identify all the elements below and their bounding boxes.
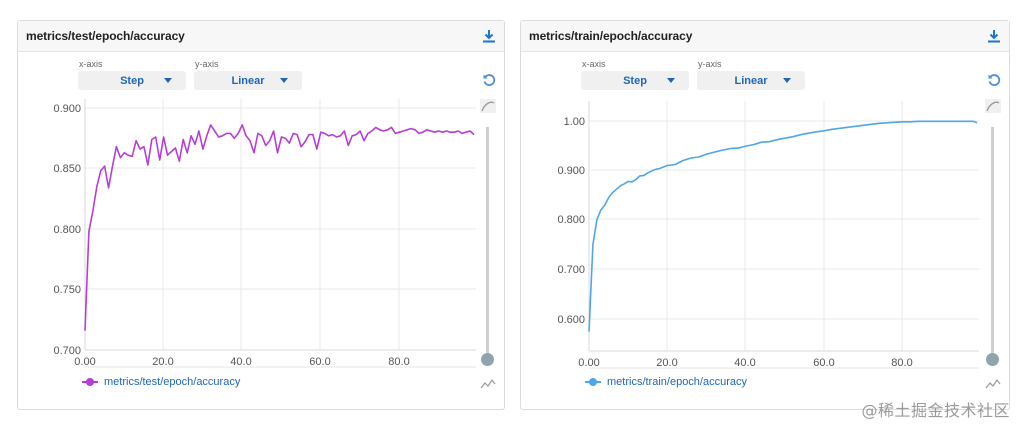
y-axis-value: Linear xyxy=(231,74,265,87)
svg-text:1.00: 1.00 xyxy=(564,116,585,128)
caret-down-icon xyxy=(164,78,172,83)
x-axis-control: x-axis Step xyxy=(78,59,186,90)
download-icon[interactable] xyxy=(987,29,1001,43)
svg-text:0.00: 0.00 xyxy=(74,356,95,368)
card-title: metrics/train/epoch/accuracy xyxy=(529,29,693,43)
chart-card-test-accuracy: metrics/test/epoch/accuracy x-axis Step … xyxy=(17,20,505,410)
svg-text:40.0: 40.0 xyxy=(734,357,755,369)
smoothing-slider-knob[interactable] xyxy=(986,353,999,366)
x-ticks: 0.00 20.0 40.0 60.0 80.0 xyxy=(74,356,409,368)
y-ticks: 1.00 0.900 0.800 0.700 0.600 xyxy=(557,116,585,326)
reset-zoom-icon[interactable] xyxy=(482,73,496,87)
caret-down-icon xyxy=(280,78,288,83)
svg-text:0.00: 0.00 xyxy=(578,357,599,369)
download-icon[interactable] xyxy=(482,29,496,43)
card-header: metrics/train/epoch/accuracy xyxy=(521,21,1009,52)
caret-down-icon xyxy=(783,78,791,83)
axis-controls: x-axis Step y-axis Linear xyxy=(581,59,805,90)
svg-text:0.900: 0.900 xyxy=(53,103,81,115)
smoothing-icon[interactable] xyxy=(480,99,496,113)
x-axis-select[interactable]: Step xyxy=(78,71,186,90)
y-axis-control: y-axis Linear xyxy=(194,59,302,90)
svg-text:0.700: 0.700 xyxy=(53,345,81,357)
svg-text:0.750: 0.750 xyxy=(53,284,81,296)
svg-text:80.0: 80.0 xyxy=(891,357,912,369)
line-chart-icon[interactable] xyxy=(985,377,1001,389)
svg-text:0.850: 0.850 xyxy=(53,163,81,175)
plot-area[interactable]: 1.00 0.900 0.800 0.700 0.600 0.00 20.0 4… xyxy=(521,21,1011,381)
svg-text:0.600: 0.600 xyxy=(557,314,585,326)
svg-text:80.0: 80.0 xyxy=(388,356,409,368)
x-axis-value: Step xyxy=(623,74,647,87)
svg-text:0.900: 0.900 xyxy=(557,165,585,177)
svg-text:0.800: 0.800 xyxy=(53,224,81,236)
card-header: metrics/test/epoch/accuracy xyxy=(18,21,504,52)
caret-down-icon xyxy=(667,78,675,83)
svg-text:60.0: 60.0 xyxy=(813,357,834,369)
legend: metrics/train/epoch/accuracy xyxy=(585,376,747,388)
svg-text:20.0: 20.0 xyxy=(656,357,677,369)
x-axis-control: x-axis Step xyxy=(581,59,689,90)
x-axis-label: x-axis xyxy=(79,59,103,69)
legend-marker-icon xyxy=(82,378,98,386)
x-ticks: 0.00 20.0 40.0 60.0 80.0 xyxy=(578,357,912,369)
y-axis-label: y-axis xyxy=(195,59,219,69)
y-axis-control: y-axis Linear xyxy=(697,59,805,90)
plot-area[interactable]: 0.900 0.850 0.800 0.750 0.700 0.00 20.0 … xyxy=(18,21,506,381)
y-axis-select[interactable]: Linear xyxy=(194,71,302,90)
watermark: @稀土掘金技术社区 xyxy=(861,401,1010,420)
reset-zoom-icon[interactable] xyxy=(987,73,1001,87)
svg-text:20.0: 20.0 xyxy=(152,356,173,368)
line-chart-icon[interactable] xyxy=(480,377,496,389)
y-ticks: 0.900 0.850 0.800 0.750 0.700 xyxy=(53,103,81,357)
legend-label[interactable]: metrics/test/epoch/accuracy xyxy=(104,376,241,388)
smoothing-icon[interactable] xyxy=(985,99,1001,113)
svg-text:0.700: 0.700 xyxy=(557,264,585,276)
smoothing-slider-track[interactable] xyxy=(991,127,994,362)
legend: metrics/test/epoch/accuracy xyxy=(82,376,241,388)
series-line-train xyxy=(588,120,978,332)
svg-text:40.0: 40.0 xyxy=(230,356,251,368)
legend-label[interactable]: metrics/train/epoch/accuracy xyxy=(607,376,747,388)
smoothing-slider-knob[interactable] xyxy=(481,353,494,366)
smoothing-slider-track[interactable] xyxy=(486,127,489,362)
legend-marker-icon xyxy=(585,378,601,386)
y-axis-label: y-axis xyxy=(698,59,722,69)
grid xyxy=(85,99,476,350)
x-axis-label: x-axis xyxy=(582,59,606,69)
svg-text:60.0: 60.0 xyxy=(309,356,330,368)
y-axis-value: Linear xyxy=(734,74,768,87)
series-line-test xyxy=(84,124,475,331)
axis-controls: x-axis Step y-axis Linear xyxy=(78,59,302,90)
chart-card-train-accuracy: metrics/train/epoch/accuracy x-axis Step… xyxy=(520,20,1010,410)
y-axis-select[interactable]: Linear xyxy=(697,71,805,90)
svg-text:0.800: 0.800 xyxy=(557,214,585,226)
card-title: metrics/test/epoch/accuracy xyxy=(26,29,185,43)
x-axis-value: Step xyxy=(120,74,144,87)
x-axis-select[interactable]: Step xyxy=(581,71,689,90)
